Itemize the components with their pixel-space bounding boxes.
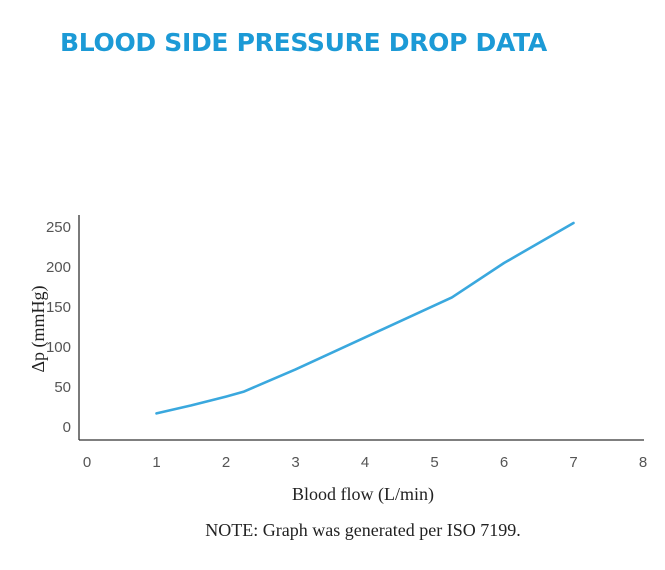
footnote: NOTE: Graph was generated per ISO 7199. — [205, 520, 520, 540]
x-tick-label: 2 — [222, 454, 230, 471]
y-tick-label: 200 — [46, 259, 71, 276]
x-tick-label: 8 — [639, 454, 647, 471]
y-tick-label: 100 — [46, 339, 71, 356]
x-tick-label: 7 — [569, 454, 577, 471]
x-tick-label: 1 — [152, 454, 160, 471]
x-tick-labels: 0 1 2 3 4 5 6 7 8 — [83, 454, 647, 471]
y-tick-labels: 0 50 100 150 200 250 — [46, 219, 71, 436]
page-title: BLOOD SIDE PRESSURE DROP DATA — [60, 28, 547, 57]
x-tick-label: 3 — [291, 454, 299, 471]
y-tick-label: 0 — [63, 419, 71, 436]
x-tick-label: 4 — [361, 454, 369, 471]
x-tick-label: 0 — [83, 454, 91, 471]
pressure-drop-line — [155, 221, 575, 415]
x-tick-label: 6 — [500, 454, 508, 471]
x-axis-title: Blood flow (L/min) — [292, 484, 434, 505]
y-tick-label: 50 — [54, 379, 71, 396]
y-axis-title: Δp (mmHg) — [28, 285, 49, 372]
y-tick-label: 150 — [46, 299, 71, 316]
x-tick-label: 5 — [430, 454, 438, 471]
y-tick-label: 250 — [46, 219, 71, 236]
